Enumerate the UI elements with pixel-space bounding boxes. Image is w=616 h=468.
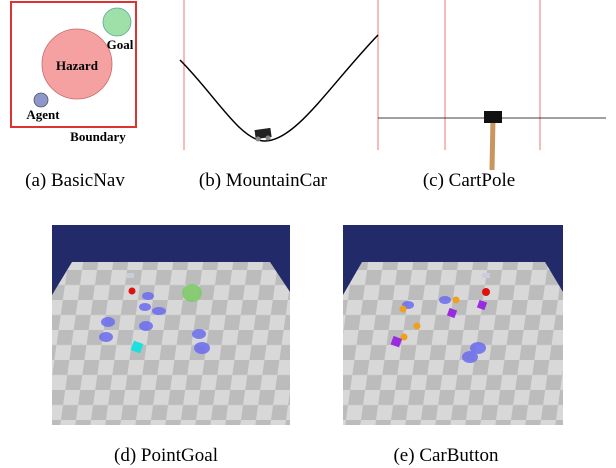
goal <box>182 284 202 302</box>
caption: (b) MountainCar <box>199 170 328 191</box>
figure: Goal Hazard Agent Boundary (a) BasicNav … <box>0 0 616 468</box>
mountaincar-panel: (b) MountainCar <box>180 0 378 191</box>
wheel <box>256 137 261 142</box>
agent <box>482 288 490 296</box>
robot-icon <box>126 273 134 278</box>
mountain-curve <box>180 35 378 141</box>
pole <box>492 118 493 170</box>
wheel <box>266 136 271 141</box>
caption: (d) PointGoal <box>114 445 218 466</box>
carbutton-panel: (e) CarButton <box>343 225 563 466</box>
goal-label: Goal <box>107 37 134 52</box>
cartpole-panel: (c) CartPole <box>378 0 606 191</box>
agent-label: Agent <box>26 107 60 122</box>
caption: (a) BasicNav <box>25 170 125 191</box>
floor <box>343 262 563 425</box>
goal-circle <box>103 8 131 36</box>
cart <box>484 111 502 123</box>
caption: (c) CartPole <box>423 170 515 191</box>
boundary-label: Boundary <box>70 129 126 144</box>
agent-circle <box>34 93 48 107</box>
robot-icon <box>482 273 490 278</box>
floor <box>52 262 290 425</box>
pointgoal-panel: (d) PointGoal <box>52 225 290 466</box>
agent <box>129 288 136 295</box>
basicnav-panel: Goal Hazard Agent Boundary (a) BasicNav <box>11 2 136 191</box>
hazard-label: Hazard <box>56 58 99 73</box>
caption: (e) CarButton <box>393 445 499 466</box>
